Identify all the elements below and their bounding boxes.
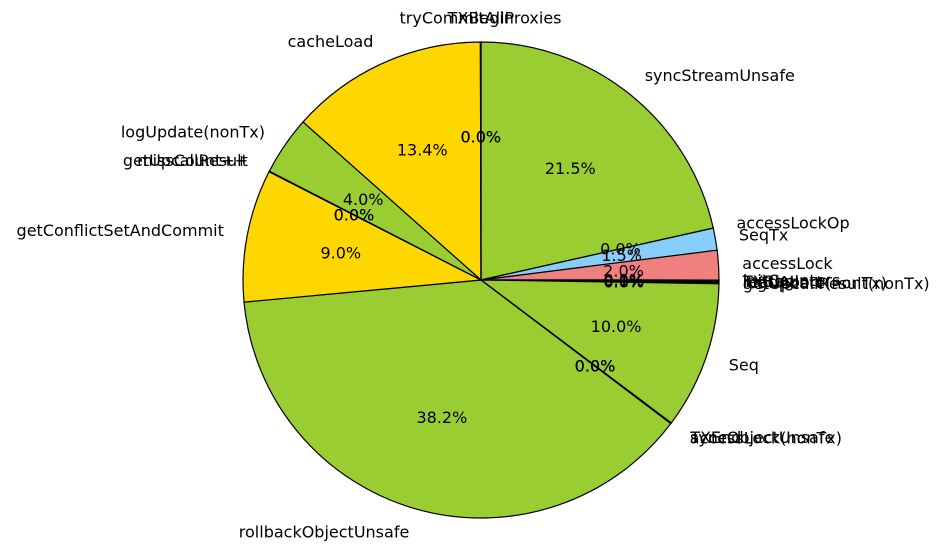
pie-percent-label: 13.4%	[397, 140, 448, 159]
pie-percent-label: 9.0%	[320, 244, 361, 263]
pie-percent-label: 4.0%	[343, 190, 384, 209]
pie-slice-seq	[480, 279, 720, 424]
pie-percent-label: 21.5%	[545, 159, 596, 178]
pie-category-label: readAbort	[743, 273, 823, 292]
pie-category-label: getConflictSetAndCommit	[17, 221, 224, 240]
pie-percent-label: 0.0%	[575, 357, 616, 376]
pie-category-label: rollbackObjectUnsafe	[239, 522, 410, 541]
pie-category-label: syncObjectUnsafe	[690, 428, 834, 447]
pie-percent-label: 2.0%	[603, 262, 644, 281]
pie-category-label: cacheLoad	[288, 32, 374, 51]
pie-slice-cacheload	[302, 41, 482, 281]
pie-percent-label: 0.0%	[603, 273, 644, 292]
pie-percent-label: 38.2%	[416, 408, 467, 427]
pie-category-label: TXBegin	[447, 9, 514, 28]
pie-category-label: tryCommitAllProxies	[400, 9, 562, 28]
pie-percent-label: 0.1%	[603, 271, 644, 290]
pie-category-label: logUpdate(nonTx)	[121, 123, 265, 142]
pie-category-label: TXEnd	[689, 428, 741, 447]
pie-slices	[242, 41, 720, 519]
pie-percent-label: 1.5%	[601, 246, 642, 265]
pie-category-label: initCounters	[743, 271, 841, 290]
pie-category-label: syncStreamUnsafe	[645, 66, 795, 85]
pie-percent-label: 0.0%	[575, 357, 616, 376]
pie-category-label: SeqTx	[739, 226, 788, 245]
pie-percent-label: 0.0%	[461, 128, 502, 147]
pie-category-label: accessLock(nonTx)	[690, 428, 842, 447]
pie-percent-label: 0.1%	[603, 272, 644, 291]
pie-percent-label: 0.0%	[603, 272, 644, 291]
pie-category-label: logUpdate(nonTx)	[743, 273, 887, 292]
pie-slice-getconflictsetandcommit	[242, 171, 482, 303]
pie-percent-labels: 21.5%0.0%1.5%2.0%0.1%0.0%0.1%0.0%0.0%10.…	[320, 128, 644, 427]
pie-category-label: getUpcallResult	[123, 151, 248, 170]
pie-percent-label: 0.0%	[575, 356, 616, 375]
pie-percent-label: 0.0%	[334, 205, 375, 224]
pie-category-label: missCount++	[137, 151, 248, 170]
pie-percent-label: 0.0%	[600, 239, 641, 258]
pie-slice-syncstreamunsafe	[480, 41, 714, 281]
pie-category-label: accessLockOp	[737, 213, 850, 232]
pie-category-label: accessLock	[742, 254, 833, 273]
pie-percent-label: 0.0%	[603, 271, 644, 290]
pie-percent-label: 10.0%	[591, 317, 642, 336]
pie-percent-label: 0.0%	[334, 205, 375, 224]
pie-category-label: getUpcallResult(nonTx)	[743, 274, 930, 293]
pie-percent-label: 0.0%	[460, 128, 501, 147]
pie-category-label: TXBegin	[742, 272, 809, 291]
pie-category-label: Seq	[729, 355, 759, 374]
pie-slice-rollbackobjectunsafe	[243, 279, 672, 519]
